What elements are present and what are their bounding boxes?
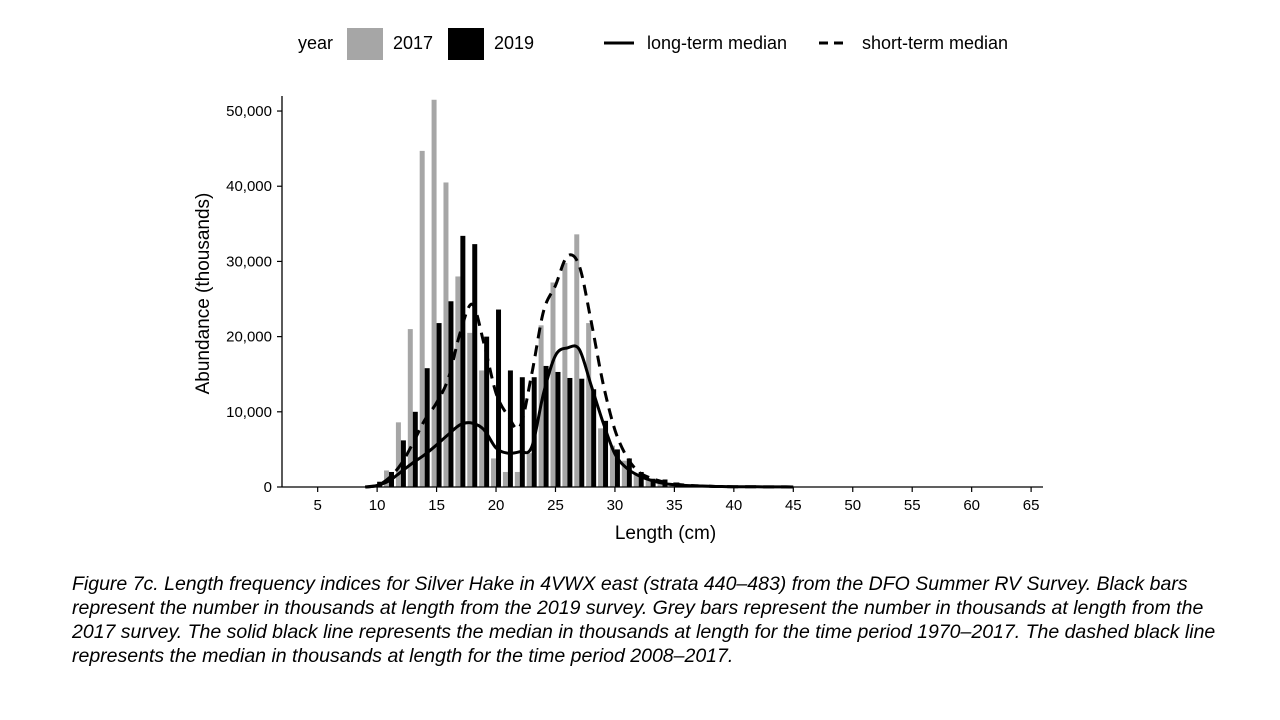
bar-2017-13 [407,329,413,487]
x-tick-label: 50 [844,497,861,514]
legend-label-long-term-median: long-term median [647,33,787,53]
legend-key-2019 [448,28,484,60]
length-frequency-chart: year 2017 2019 long-term median short-term m… [193,28,1043,544]
bar-2017-29 [598,428,604,487]
bar-2019-25 [555,371,561,487]
bar-2019-27 [579,378,585,487]
bar-2019-30 [614,449,620,487]
figure-caption: Figure 7c. Length frequency indices for … [72,573,1216,667]
bar-2017-15 [431,99,437,487]
axes-layer: 5 10 15 20 25 30 35 40 45 50 55 60 65 0 10,000 20,000 30… [193,96,1043,544]
bar-2017-30 [609,445,615,487]
bar-2019-12 [400,440,406,487]
bar-2019-14 [424,368,430,487]
x-tick-label: 25 [547,497,564,514]
y-tick-label: 50,000 [226,103,272,120]
bar-2019-31 [626,458,632,487]
bar-2017-23 [526,453,532,487]
bar-2017-12 [395,422,401,487]
x-tick-label: 40 [726,497,743,514]
y-tick-label: 10,000 [226,404,272,421]
bar-2019-18 [472,244,478,487]
bar-2017-16 [443,182,449,487]
bar-2019-21 [507,370,513,487]
x-tick-label: 5 [314,497,322,514]
bar-2019-22 [519,377,525,487]
bar-2019-24 [543,365,549,487]
legend-label-2019: 2019 [494,33,534,53]
legend-label-2017: 2017 [393,33,433,53]
legend-label-short-term-median: short-term median [862,33,1008,53]
bar-2017-20 [491,458,497,487]
legend-title: year [298,33,333,53]
bar-2019-32 [638,471,644,487]
bar-2019-26 [567,377,573,487]
x-tick-label: 15 [428,497,445,514]
y-tick-label: 40,000 [226,178,272,195]
y-tick-label: 0 [264,479,272,496]
bar-2019-15 [436,323,442,487]
bar-2019-28 [591,389,597,487]
x-tick-label: 35 [666,497,683,514]
x-tick-label: 30 [607,497,624,514]
bar-2019-13 [412,411,418,487]
bar-2017-27 [574,234,580,487]
bar-2017-28 [586,323,592,487]
bar-2019-19 [484,336,490,487]
bar-2017-21 [502,471,508,487]
bar-2019-16 [448,301,454,487]
bar-2019-17 [460,235,466,487]
bar-2017-34 [657,482,663,487]
bar-2017-31 [621,460,627,487]
y-tick-label: 20,000 [226,329,272,346]
legend-key-2017 [347,28,383,60]
legend: year 2017 2019 long-term median short-term m… [298,28,1008,60]
y-axis-title: Abundance (thousands) [193,193,214,395]
y-tick-label: 30,000 [226,253,272,270]
bar-2017-17 [455,276,461,487]
bar-2017-33 [645,479,651,487]
bar-2017-26 [562,262,568,487]
x-axis-title: Length (cm) [615,523,716,544]
x-tick-label: 55 [904,497,921,514]
bar-2017-18 [467,332,473,487]
x-tick-label: 45 [785,497,802,514]
bar-2017-32 [633,473,639,487]
bar-2019-20 [496,309,502,487]
bar-2019-33 [650,478,656,487]
x-tick-label: 10 [369,497,386,514]
bar-2019-29 [603,420,609,487]
x-tick-label: 60 [963,497,980,514]
bar-2017-25 [550,282,556,487]
x-tick-label: 20 [488,497,505,514]
bar-2017-22 [514,471,520,487]
x-tick-label: 65 [1023,497,1040,514]
short-term-median-line [364,253,794,489]
bar-2017-14 [419,150,425,487]
